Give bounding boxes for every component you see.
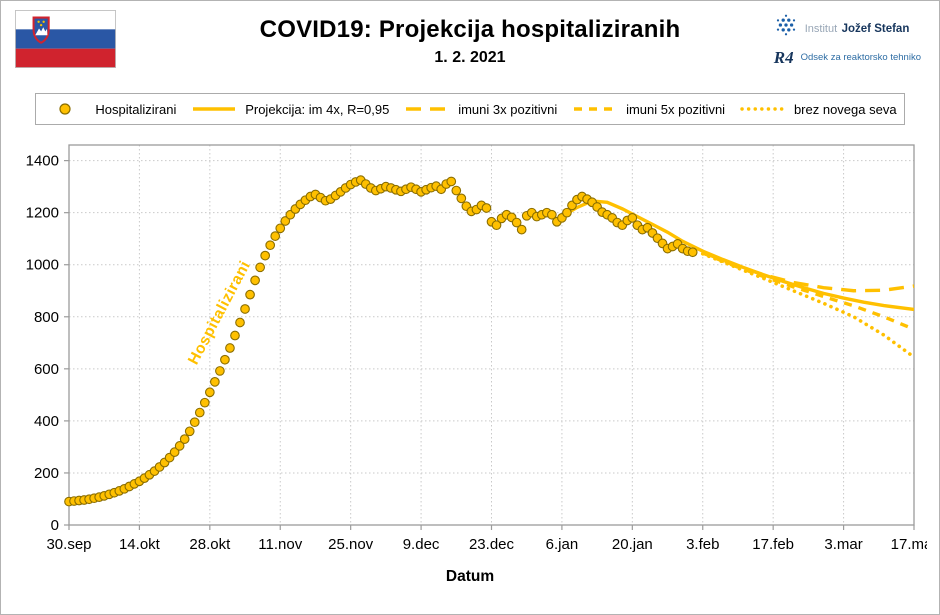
r4-mark-icon: R4 — [773, 48, 794, 67]
svg-text:11.nov: 11.nov — [258, 536, 302, 553]
svg-text:1000: 1000 — [26, 257, 59, 274]
legend-label: Projekcija: im 4x, R=0,95 — [245, 101, 390, 117]
chart-canvas: 30.sep 14.okt 28.okt 11.nov 25.nov 9.dec 23.de… — [26, 144, 937, 553]
svg-text:6.jan: 6.jan — [546, 536, 579, 553]
svg-text:600: 600 — [34, 361, 59, 378]
chart-subtitle: 1. 2. 2021 — [434, 49, 506, 66]
legend-item-imuni-3x: imuni 3x pozitivni — [404, 102, 557, 117]
svg-text:30.sep: 30.sep — [46, 536, 91, 553]
svg-text:3.mar: 3.mar — [824, 536, 862, 553]
svg-text:1400: 1400 — [26, 153, 59, 170]
slovenia-coat-of-arms — [32, 16, 50, 44]
svg-text:400: 400 — [34, 413, 59, 430]
chart-area: 30.sep 14.okt 28.okt 11.nov 25.nov 9.dec 23.de… — [15, 135, 937, 570]
legend-label: imuni 5x pozitivni — [626, 101, 726, 117]
ijs-prefix-label: Institut — [804, 22, 838, 35]
svg-text:1200: 1200 — [26, 205, 59, 222]
svg-text:200: 200 — [34, 465, 59, 482]
logo-block: Institut Jožef Stefan R4 Odsek za reakto… — [774, 13, 921, 66]
ijs-dots-icon — [774, 13, 798, 42]
x-axis-title: Datum — [445, 568, 495, 585]
svg-text:800: 800 — [34, 309, 59, 326]
svg-text:28.okt: 28.okt — [189, 536, 231, 553]
svg-text:17.mar: 17.mar — [891, 536, 927, 553]
svg-text:3.feb: 3.feb — [686, 536, 719, 553]
dash-swatch-icon — [574, 107, 617, 111]
r4-dept-label: Odsek za reaktorsko tehniko — [800, 52, 921, 63]
title-block: COVID19: Projekcija hospitaliziranih 1. … — [1, 1, 939, 67]
ijs-name-label: Jožef Stefan — [841, 22, 910, 35]
svg-text:0: 0 — [51, 517, 59, 534]
svg-text:17.feb: 17.feb — [752, 536, 794, 553]
legend-label: Hospitalizirani — [95, 101, 177, 117]
header: COVID19: Projekcija hospitaliziranih 1. … — [1, 1, 939, 87]
legend-item-hospitalizirani: Hospitalizirani — [43, 102, 176, 117]
svg-text:20.jan: 20.jan — [612, 536, 653, 553]
ijs-logo: Institut Jožef Stefan — [774, 13, 921, 42]
legend-item-brez-seva: brez novega seva — [740, 102, 897, 117]
long-dash-swatch-icon — [406, 107, 449, 111]
slovenia-flag — [15, 10, 116, 68]
svg-text:23.dec: 23.dec — [469, 536, 515, 553]
svg-text:14.okt: 14.okt — [119, 536, 161, 553]
legend-label: imuni 3x pozitivni — [458, 101, 558, 117]
chart-legend: Hospitalizirani Projekcija: im 4x, R=0,9… — [35, 93, 905, 125]
legend-item-imuni-5x: imuni 5x pozitivni — [572, 102, 725, 117]
svg-text:9.dec: 9.dec — [403, 536, 440, 553]
marker-swatch-icon — [59, 103, 72, 115]
legend-item-projekcija: Projekcija: im 4x, R=0,95 — [191, 102, 389, 117]
svg-text:25.nov: 25.nov — [328, 536, 374, 553]
dot-swatch-icon — [740, 107, 786, 111]
legend-label: brez novega seva — [793, 101, 897, 117]
r4-logo: R4 Odsek za reaktorsko tehniko — [774, 49, 921, 66]
chart-title: COVID19: Projekcija hospitaliziranih — [259, 16, 681, 43]
solid-line-swatch-icon — [193, 107, 236, 111]
